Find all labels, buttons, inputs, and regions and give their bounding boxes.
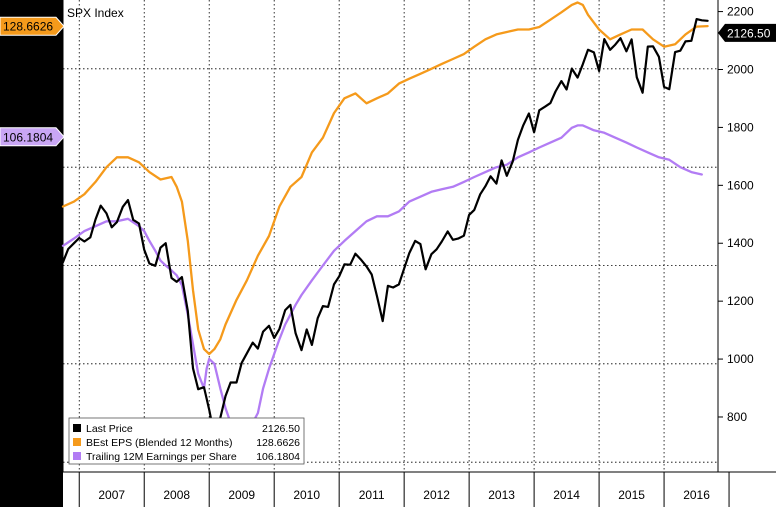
legend-value: 106.1804 bbox=[256, 451, 300, 463]
x-tick-label-2014: 2014 bbox=[553, 488, 580, 502]
value-tag-shape bbox=[0, 16, 65, 36]
legend-swatch bbox=[73, 424, 81, 432]
x-tick-label-2009: 2009 bbox=[228, 488, 255, 502]
right-tick-label-2000: 2000 bbox=[727, 62, 754, 76]
x-axis-panel bbox=[63, 472, 776, 507]
legend: Last Price 2126.50 BEst EPS (Blended 12 Mo… bbox=[68, 417, 305, 465]
value-tag-trailing-12m-earnings-per-share: 106.1804 bbox=[0, 127, 65, 147]
legend-entry-best-eps-blended-12-months: BEst EPS (Blended 12 Months) 128.6626 bbox=[73, 437, 300, 449]
x-tick-label-2007: 2007 bbox=[98, 488, 125, 502]
value-tag-last-price: 2126.50 bbox=[718, 23, 776, 42]
legend-label: Last Price bbox=[86, 423, 133, 435]
right-tick-label-1000: 1000 bbox=[727, 352, 754, 366]
value-tags: 128.6626 106.1804 2126.50 bbox=[0, 16, 776, 147]
x-tick-label-2013: 2013 bbox=[488, 488, 515, 502]
plot-area bbox=[63, 0, 718, 472]
chart-title: SPX Index bbox=[67, 6, 124, 20]
right-tick-label-800: 800 bbox=[727, 410, 747, 424]
value-tag-text: 128.6626 bbox=[3, 20, 53, 34]
x-tick-label-2016: 2016 bbox=[683, 488, 710, 502]
value-tag-shape bbox=[718, 23, 776, 42]
legend-label: BEst EPS (Blended 12 Months) bbox=[86, 437, 233, 449]
value-tag-text: 2126.50 bbox=[727, 26, 771, 40]
right-tick-label-1200: 1200 bbox=[727, 294, 754, 308]
left-tick-label-40: 40 bbox=[42, 455, 56, 469]
x-tick-label-2011: 2011 bbox=[359, 488, 385, 502]
legend-value: 2126.50 bbox=[262, 423, 300, 435]
series-line-last-price bbox=[61, 18, 709, 437]
left-tick-label-100: 100 bbox=[35, 160, 55, 174]
series-group bbox=[61, 1, 709, 439]
x-tick-label-2010: 2010 bbox=[293, 488, 320, 502]
legend-swatch bbox=[73, 452, 81, 460]
value-tag-shape bbox=[0, 127, 65, 147]
legend-entry-trailing-12m-earnings-per-share: Trailing 12M Earnings per Share 106.1804 bbox=[73, 451, 300, 463]
x-tick-label-2012: 2012 bbox=[423, 488, 450, 502]
axes: 2007 2008 2009 2010 2011 2012 2013 2014 2015 2016… bbox=[35, 0, 776, 507]
left-tick-label-60: 60 bbox=[42, 357, 56, 371]
right-tick-label-1400: 1400 bbox=[727, 236, 754, 250]
x-tick-label-2015: 2015 bbox=[618, 488, 645, 502]
left-tick-label-80: 80 bbox=[42, 259, 56, 273]
right-tick-label-2200: 2200 bbox=[727, 5, 754, 19]
legend-entry-last-price: Last Price 2126.50 bbox=[73, 423, 300, 435]
series-line-best-eps-blended-12-months bbox=[61, 1, 709, 356]
legend-box bbox=[68, 417, 305, 465]
left-tick-label-120: 120 bbox=[35, 62, 55, 76]
right-tick-label-1600: 1600 bbox=[727, 178, 754, 192]
legend-label: Trailing 12M Earnings per Share bbox=[86, 451, 237, 463]
right-axis-panel bbox=[718, 0, 776, 472]
grid bbox=[63, 0, 718, 472]
legend-value: 128.6626 bbox=[256, 437, 300, 449]
right-tick-label-1800: 1800 bbox=[727, 120, 754, 134]
legend-swatch bbox=[73, 438, 81, 446]
value-tag-text: 106.1804 bbox=[3, 130, 53, 144]
x-tick-label-2008: 2008 bbox=[163, 488, 190, 502]
value-tag-best-eps-blended-12-months: 128.6626 bbox=[0, 16, 65, 36]
